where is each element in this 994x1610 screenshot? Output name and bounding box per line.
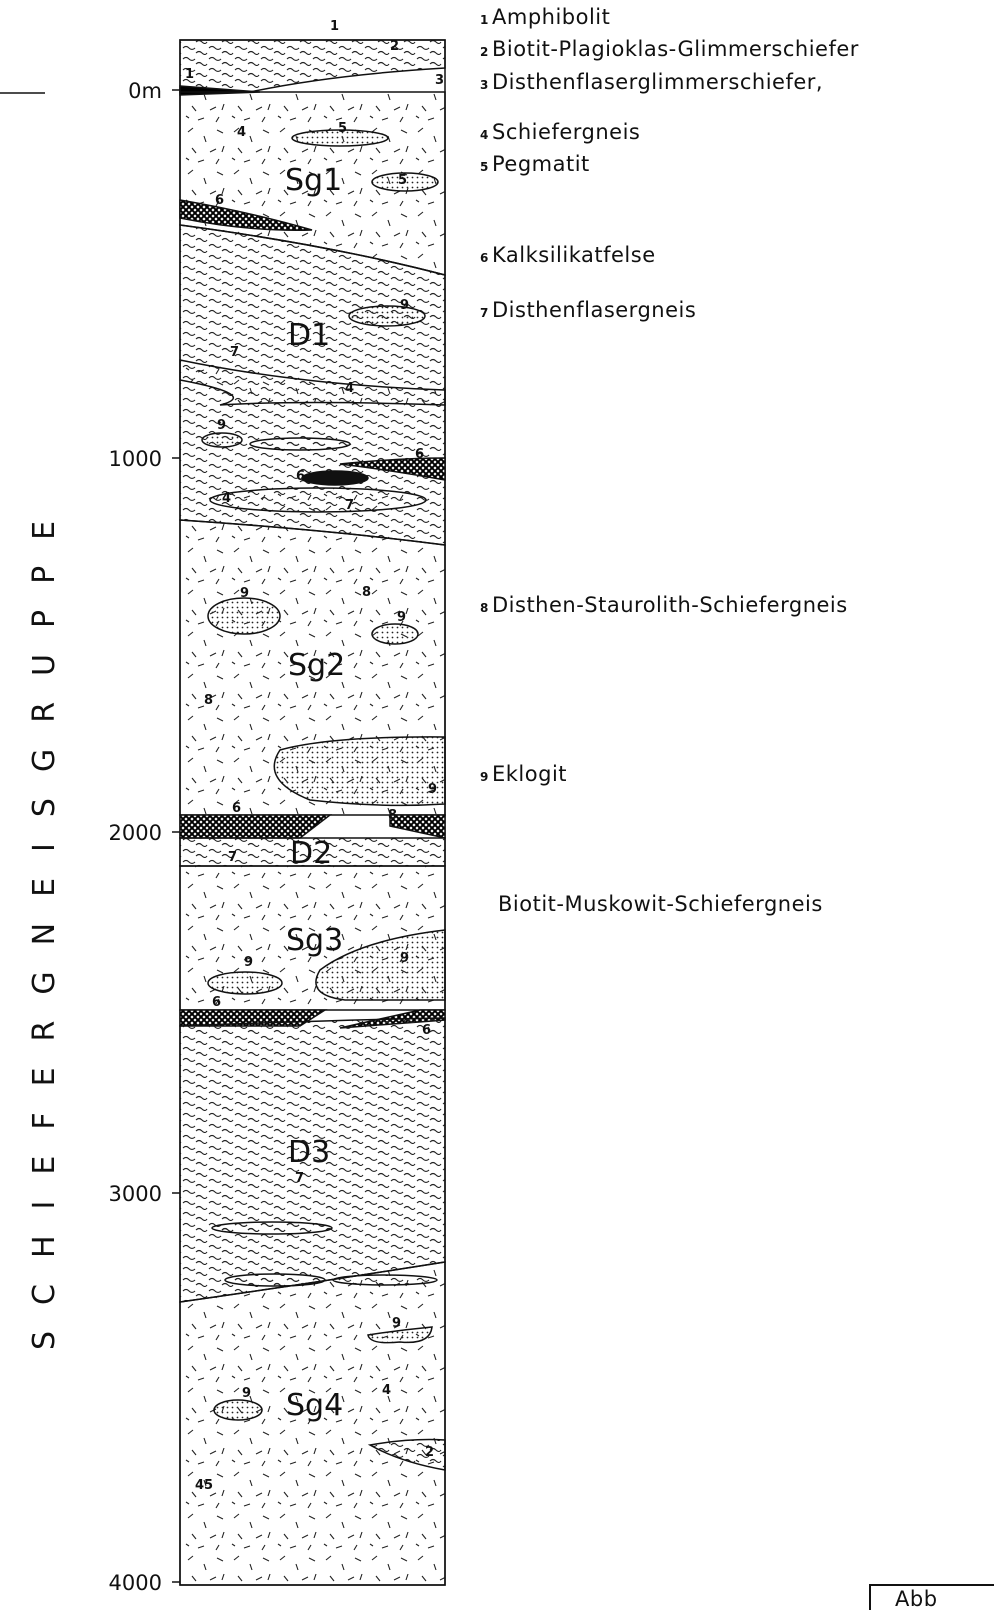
column-label: 8: [362, 585, 371, 600]
column-label: 9: [242, 1386, 251, 1401]
lens-9: [371, 623, 419, 645]
column-label: 1: [185, 67, 194, 82]
lens-5: [371, 172, 439, 192]
lens-9: [207, 971, 283, 995]
legend-number: 8: [480, 601, 488, 615]
layer-2: [179, 39, 446, 93]
lens-7: [332, 1274, 438, 1286]
column-label: D3: [288, 1135, 330, 1170]
column-label: 9: [400, 951, 409, 966]
column-label: 9: [240, 586, 249, 601]
lens-7: [211, 1221, 333, 1235]
depth-label: 2000: [109, 821, 162, 845]
column-label: 6: [296, 469, 305, 484]
corner-label: Abb: [895, 1587, 938, 1610]
column-label: D2: [290, 836, 332, 871]
lens-9: [315, 929, 446, 1001]
lens-6: [339, 457, 446, 481]
column-label: D1: [288, 318, 330, 353]
legend-text: Kalksilikatfelse: [492, 243, 656, 267]
column-label: Sg2: [288, 648, 345, 683]
lens-4: [209, 487, 427, 513]
column-label: 7: [230, 345, 239, 360]
column-label: 7: [295, 1171, 304, 1186]
column-label: 4: [237, 125, 246, 140]
depth-label: 4000: [109, 1571, 162, 1595]
column-label: 5: [398, 173, 407, 188]
column-label: 6: [212, 995, 221, 1010]
lens-9: [201, 432, 243, 448]
legend-number: 6: [480, 251, 488, 265]
column-label: 2: [425, 1445, 434, 1460]
lens-5: [291, 129, 389, 147]
column-label: 8: [388, 808, 397, 823]
column-label: 9: [397, 610, 406, 625]
legend-number: 7: [480, 306, 488, 320]
lens-6: [301, 470, 369, 486]
column-label: 6: [415, 447, 424, 462]
lens-9: [348, 305, 426, 327]
legend-text: Disthenflaserglimmerschiefer,: [492, 70, 823, 94]
column-label: 6: [422, 1023, 431, 1038]
column-label: 4: [222, 491, 231, 506]
column-label: Sg1: [285, 163, 342, 198]
legend-text: Amphibolit: [492, 5, 610, 29]
column-label: 5: [338, 121, 347, 136]
legend-text: Disthen-Staurolith-Schiefergneis: [492, 593, 848, 617]
lens-7: [367, 1438, 446, 1471]
column-label: 3: [435, 73, 444, 88]
column-label: 1: [330, 19, 339, 34]
column-label: 4: [382, 1383, 391, 1398]
depth-ticks: [0, 89, 180, 1583]
lens-7: [224, 1273, 326, 1287]
depth-label: 1000: [109, 447, 162, 471]
legend-text: Eklogit: [492, 762, 567, 786]
column-label: 2: [390, 39, 399, 54]
lens-9: [213, 1399, 263, 1421]
lens-9: [273, 736, 446, 807]
legend-text: Schiefergneis: [492, 120, 640, 144]
lens-4: [179, 359, 446, 406]
group-label: SCHIEFERGNEISGRUPPE: [27, 495, 62, 1350]
corner-box: [869, 1584, 994, 1610]
lens-7: [249, 437, 351, 451]
depth-label: 3000: [109, 1182, 162, 1206]
legend-number: 2: [480, 45, 488, 59]
column-label: 45: [195, 1478, 213, 1493]
legend-number: 9: [480, 770, 488, 784]
legend-text: Disthenflasergneis: [492, 298, 696, 322]
column-label: 7: [345, 498, 354, 513]
column-label: 6: [215, 193, 224, 208]
column-label: 9: [244, 955, 253, 970]
legend-number: 4: [480, 128, 488, 142]
column-label: 4: [345, 381, 354, 396]
legend-text: Pegmatit: [492, 152, 590, 176]
column: [179, 39, 446, 1586]
legend-number: 3: [480, 78, 488, 92]
column-label: Sg3: [286, 923, 343, 958]
column-label: 9: [400, 298, 409, 313]
lens-9: [207, 597, 281, 635]
column-label: Sg4: [286, 1388, 343, 1423]
column-label: 9: [428, 782, 437, 797]
lens-9: [367, 1326, 433, 1344]
column-label: 9: [217, 418, 226, 433]
legend-number: 5: [480, 160, 488, 174]
column-label: 7: [228, 850, 237, 865]
column-label: 9: [392, 1316, 401, 1331]
column-label: 6: [232, 801, 241, 816]
layer-sg4: [179, 1261, 446, 1586]
extra-legend: Biotit-Muskowit-Schiefergneis: [498, 892, 823, 916]
depth-label: 0m: [128, 79, 162, 103]
column-label: 8: [204, 693, 213, 708]
lens-6: [179, 199, 313, 231]
legend-text: Biotit-Plagioklas-Glimmerschiefer: [492, 37, 859, 61]
legend-number: 1: [480, 13, 488, 27]
